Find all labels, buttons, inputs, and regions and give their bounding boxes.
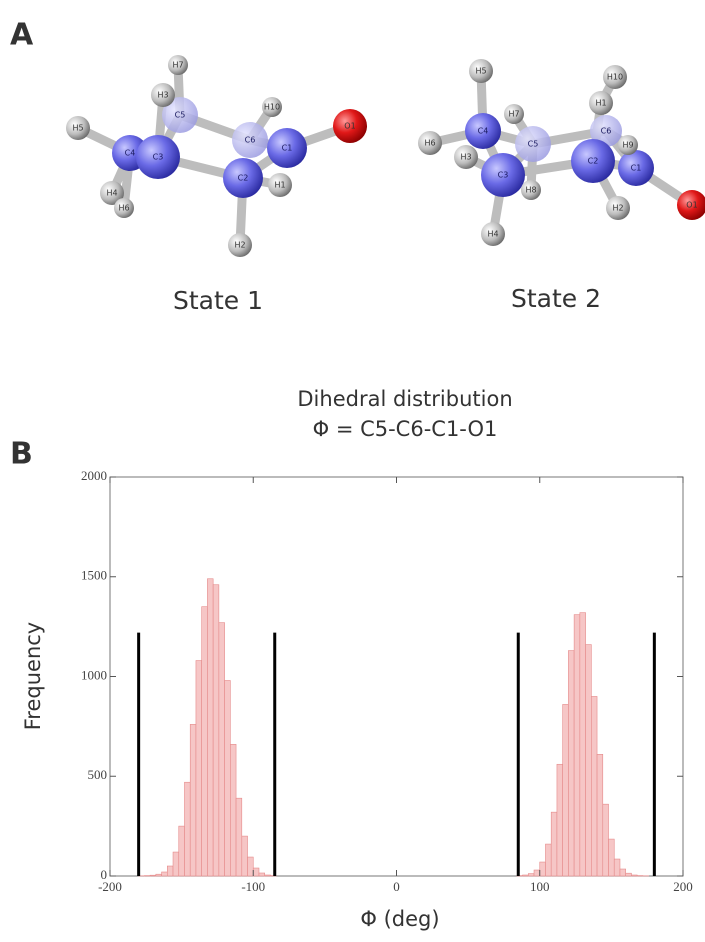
- bar: [563, 704, 569, 876]
- atom-label: C5: [175, 111, 186, 120]
- bar: [173, 852, 179, 876]
- atom-label: C4: [125, 149, 136, 158]
- y-tick-label: 1000: [81, 667, 107, 682]
- bar: [603, 804, 609, 876]
- atom-label: H10: [607, 73, 623, 82]
- atom-label: C3: [498, 171, 509, 180]
- bar: [202, 607, 208, 876]
- panel-label: B: [10, 437, 33, 472]
- bar: [586, 645, 592, 876]
- atom-label: H1: [595, 99, 606, 108]
- atom-label: C5: [528, 140, 539, 149]
- y-tick-label: 0: [101, 867, 108, 882]
- bar: [242, 836, 248, 876]
- y-tick-label: 2000: [81, 468, 107, 483]
- x-axis-label: Φ (deg): [360, 907, 439, 931]
- bar: [190, 724, 196, 876]
- atom-label: H5: [475, 67, 486, 76]
- x-tick-label: 100: [530, 879, 550, 894]
- atom-label: O1: [344, 122, 355, 131]
- bar: [523, 875, 529, 876]
- bar: [167, 866, 173, 876]
- bar: [207, 579, 213, 876]
- bar: [162, 872, 168, 876]
- atom-label: H7: [508, 110, 519, 119]
- x-tick-label: 200: [673, 879, 693, 894]
- atom-label: C2: [588, 157, 599, 166]
- atom-label: O1: [686, 201, 697, 210]
- bar: [540, 862, 546, 876]
- atom-label: C1: [282, 144, 293, 153]
- figure: A B C5C6H7H3H10H5C4C3C1O1H4H6C2H1H2C5C6H…: [0, 0, 705, 942]
- atom-label: C3: [153, 153, 164, 162]
- bar: [545, 844, 551, 876]
- bar: [574, 615, 580, 876]
- atom-label: H4: [487, 230, 498, 239]
- y-tick-label: 500: [88, 767, 108, 782]
- atom-label: H2: [612, 204, 623, 213]
- bar: [156, 874, 162, 876]
- bar: [150, 875, 156, 876]
- y-axis-label: Frequency: [21, 622, 45, 731]
- bar: [265, 875, 271, 876]
- bar: [253, 868, 259, 876]
- bar: [557, 764, 563, 876]
- panel-label: A: [10, 18, 34, 53]
- atom-label: H1: [274, 181, 285, 190]
- atom-label: H3: [460, 153, 471, 162]
- bar: [568, 651, 574, 876]
- bar: [528, 874, 534, 876]
- bar: [196, 661, 202, 876]
- atom-label: C6: [601, 127, 612, 136]
- atom-label: H6: [118, 204, 129, 213]
- bar: [580, 613, 586, 876]
- atom-label: C2: [238, 174, 249, 183]
- bar: [219, 623, 225, 876]
- bar: [551, 812, 557, 876]
- atom-label: C1: [631, 164, 642, 173]
- state-name: State 1: [173, 286, 263, 315]
- atom-label: H2: [234, 241, 245, 250]
- atom-label: H10: [264, 103, 280, 112]
- atom-label: H3: [157, 91, 168, 100]
- atom-label: H8: [525, 186, 536, 195]
- atom-label: C4: [478, 127, 489, 136]
- bar: [259, 873, 265, 876]
- atom-label: C6: [245, 136, 256, 145]
- chart-subtitle: Φ = C5-C6-C1-O1: [313, 417, 498, 441]
- atom-label: H5: [72, 124, 83, 133]
- bar: [597, 754, 603, 876]
- bar: [534, 870, 540, 876]
- bar: [213, 585, 219, 876]
- atom-label: H7: [172, 61, 183, 70]
- atom-label: H4: [106, 189, 117, 198]
- bar: [236, 798, 242, 876]
- bar: [179, 826, 185, 876]
- atom-label: H9: [622, 141, 633, 150]
- state-name: State 2: [511, 284, 601, 313]
- y-tick-label: 1500: [81, 568, 107, 583]
- bar: [225, 680, 231, 876]
- bar: [230, 744, 236, 876]
- atom-label: H6: [424, 139, 435, 148]
- x-tick-label: 0: [393, 879, 400, 894]
- bar: [609, 839, 615, 876]
- bar: [591, 696, 597, 876]
- bar: [620, 869, 626, 876]
- x-tick-label: -100: [241, 879, 265, 894]
- chart-title: Dihedral distribution: [297, 387, 512, 411]
- bar: [614, 859, 620, 876]
- bar: [631, 875, 637, 876]
- bar: [248, 857, 254, 876]
- bar: [626, 873, 632, 876]
- bar: [184, 782, 190, 876]
